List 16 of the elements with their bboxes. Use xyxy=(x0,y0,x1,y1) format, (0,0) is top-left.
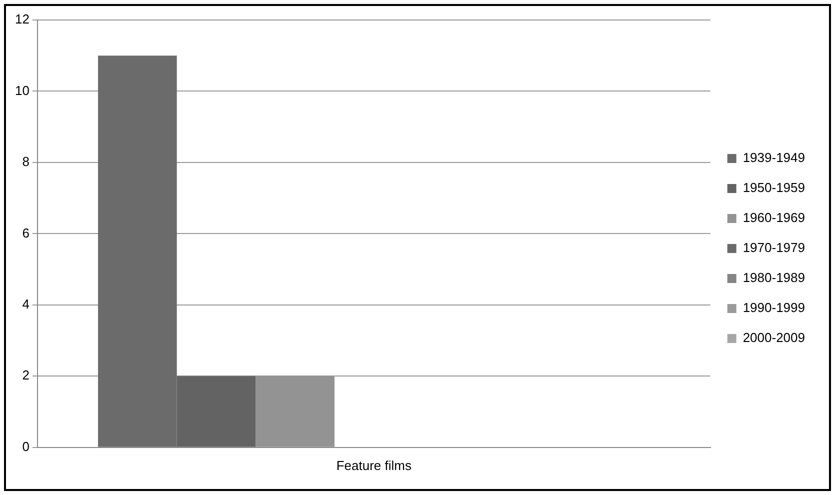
legend-label: 1960-1969 xyxy=(742,210,806,226)
legend-label: 2000-2009 xyxy=(742,330,806,346)
y-tick-label: 8 xyxy=(22,154,30,170)
x-tick-label: Feature films xyxy=(336,458,412,473)
y-tick-label: 2 xyxy=(22,368,30,383)
chart-frame: 1939-1949 1950-1959 1960-1969 1970-1979 1980-1989 1990-1999 2000-2009 Feature films 0 2 4 6 8 10 12 xyxy=(4,4,831,491)
legend-label: 1990-1999 xyxy=(742,300,806,316)
y-tick-label: 0 xyxy=(22,438,30,454)
legend-label: 1950-1959 xyxy=(742,180,806,196)
y-tick-label: 12 xyxy=(14,12,30,27)
legend-label: 1970-1979 xyxy=(742,240,806,256)
legend-label: 1939-1949 xyxy=(742,150,806,166)
y-tick-label: 4 xyxy=(22,296,30,312)
legend-label: 1980-1989 xyxy=(742,270,806,286)
y-tick-label: 10 xyxy=(14,82,30,98)
y-tick-label: 6 xyxy=(22,225,30,240)
